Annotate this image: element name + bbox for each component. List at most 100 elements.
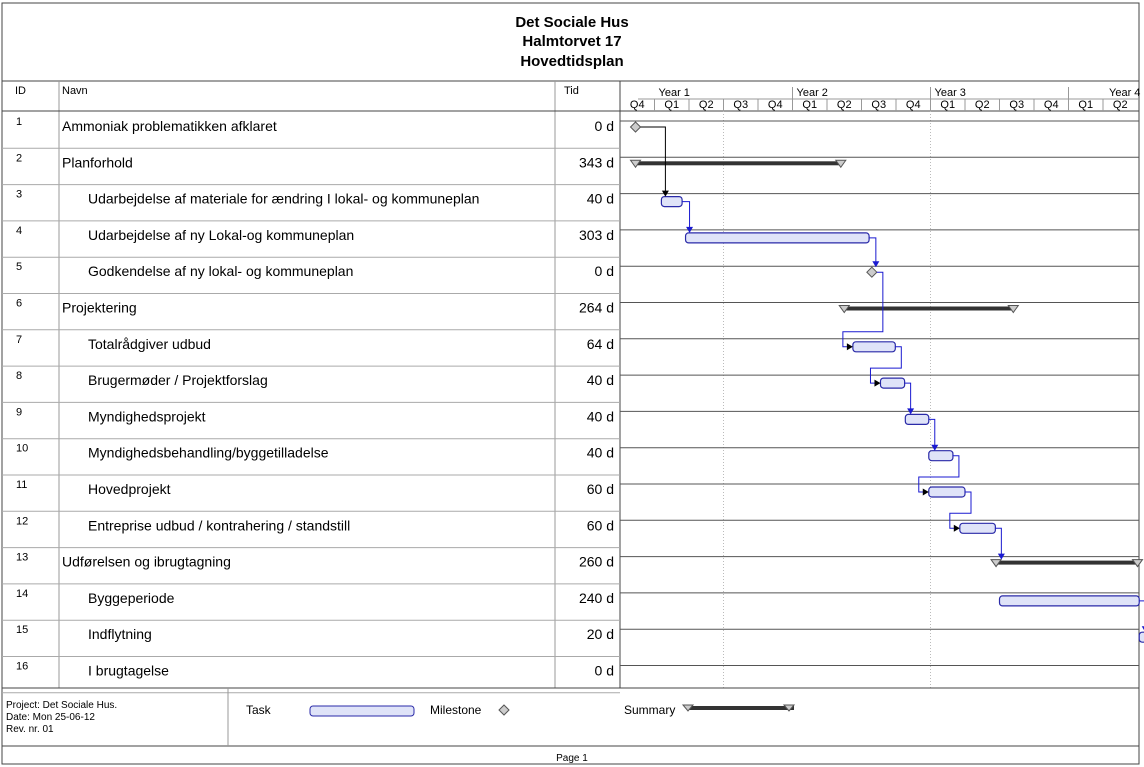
quarter-label: Q2 xyxy=(975,99,990,111)
quarter-label: Q3 xyxy=(733,99,748,111)
link-arrowhead xyxy=(846,343,853,351)
task-id: 1 xyxy=(16,116,22,128)
column-header-name: Navn xyxy=(62,85,88,97)
quarter-label: Q4 xyxy=(768,99,783,111)
summary-cap xyxy=(1007,305,1020,314)
task-id: 5 xyxy=(16,261,22,273)
link-arrowhead xyxy=(1141,626,1144,631)
page-number: Page 1 xyxy=(556,753,588,764)
quarter-label: Q1 xyxy=(664,99,679,111)
task-duration: 60 d xyxy=(587,517,614,533)
quarter-label: Q4 xyxy=(906,99,921,111)
task-duration: 240 d xyxy=(579,590,614,606)
task-bar xyxy=(998,595,1140,607)
quarter-label: Q1 xyxy=(940,99,955,111)
task-bar xyxy=(852,341,896,353)
footer-revision: Rev. nr. 01 xyxy=(6,724,54,735)
task-id: 13 xyxy=(16,552,28,564)
task-id: 3 xyxy=(16,189,22,201)
legend-summary-cap-right xyxy=(782,704,796,712)
milestone-diamond xyxy=(866,266,878,278)
link-arrowhead xyxy=(661,190,669,197)
task-name: Udarbejdelse af ny Lokal-og kommuneplan xyxy=(88,227,354,243)
task-duration: 0 d xyxy=(595,118,614,134)
task-id: 2 xyxy=(16,152,22,164)
legend-summary-cap-left xyxy=(681,704,695,712)
summary-bar xyxy=(635,161,841,166)
task-table: 1 Ammoniak problematikken afklaret 0 d 2 Pla… xyxy=(2,116,1139,694)
task-name: Myndighedsprojekt xyxy=(88,408,206,424)
legend-milestone-label: Milestone xyxy=(430,703,482,717)
task-id: 16 xyxy=(16,661,28,673)
summary-bar xyxy=(996,560,1138,565)
timescale: Year 1 Year 2 Year 3 Year 4 Q4 Q1 Q2 Q3 Q4 Q1 Q2 Q3… xyxy=(630,87,1140,688)
task-duration: 303 d xyxy=(579,227,614,243)
link-arrowhead xyxy=(997,553,1005,560)
title-line-3: Hovedtidsplan xyxy=(520,53,623,70)
milestone-diamond xyxy=(629,121,642,133)
title-line-1: Det Sociale Hus xyxy=(515,14,628,31)
task-id: 12 xyxy=(16,515,28,527)
dependency-links xyxy=(640,126,1144,631)
quarter-label: Q3 xyxy=(871,99,886,111)
task-bar xyxy=(684,232,870,244)
year-label: Year 3 xyxy=(935,87,966,99)
task-bar xyxy=(660,196,683,208)
link-path xyxy=(842,271,884,348)
task-id: 14 xyxy=(16,588,28,600)
link-path xyxy=(904,382,912,414)
task-name: Udarbejdelse af materiale for ændring I … xyxy=(88,191,479,207)
task-duration: 40 d xyxy=(587,408,614,424)
task-duration: 0 d xyxy=(595,663,614,679)
legend-summary-bar xyxy=(688,706,794,710)
task-duration: 40 d xyxy=(587,445,614,461)
task-name: Indflytning xyxy=(88,626,152,642)
task-name: Entreprise udbud / kontrahering / stands… xyxy=(88,517,350,533)
quarter-label: Q1 xyxy=(802,99,817,111)
quarter-label: Q4 xyxy=(1044,99,1059,111)
year-label: Year 4 xyxy=(1109,87,1140,99)
link-arrowhead xyxy=(922,488,929,496)
task-bar xyxy=(959,522,996,534)
task-name: Brugermøder / Projektforslag xyxy=(88,372,268,388)
quarter-label: Q4 xyxy=(630,99,645,111)
legend-task-swatch xyxy=(309,705,415,717)
summary-cap xyxy=(1131,559,1144,568)
quarter-label: Q2 xyxy=(699,99,714,111)
task-duration: 20 d xyxy=(587,626,614,642)
task-id: 15 xyxy=(16,624,28,636)
task-duration: 260 d xyxy=(579,554,614,570)
summary-bar xyxy=(844,306,1014,311)
task-name: Hovedprojekt xyxy=(88,481,171,497)
legend-task-label: Task xyxy=(246,703,272,717)
task-bar xyxy=(879,377,906,389)
column-header-duration: Tid xyxy=(564,85,579,97)
summary-cap xyxy=(629,159,642,169)
year-label: Year 2 xyxy=(797,87,828,99)
column-header-id: ID xyxy=(15,85,26,97)
summary-cap xyxy=(990,559,1003,568)
summary-cap xyxy=(838,305,851,314)
task-id: 6 xyxy=(16,298,22,310)
task-id: 11 xyxy=(16,479,27,491)
task-id: 9 xyxy=(16,406,22,418)
quarter-label: Q3 xyxy=(1009,99,1024,111)
task-name: Ammoniak problematikken afklaret xyxy=(62,118,277,134)
task-id: 8 xyxy=(16,370,22,382)
task-id: 4 xyxy=(16,225,22,237)
link-path xyxy=(682,201,691,232)
task-bar xyxy=(1138,631,1144,643)
task-id: 7 xyxy=(16,334,22,346)
task-bar xyxy=(904,413,930,425)
link-path xyxy=(995,527,1002,559)
task-duration: 64 d xyxy=(587,336,614,352)
task-bar xyxy=(928,450,954,462)
task-name: Godkendelse af ny lokal- og kommuneplan xyxy=(88,263,353,279)
task-duration: 40 d xyxy=(587,191,614,207)
task-name: Udførelsen og ibrugtagning xyxy=(62,554,231,570)
task-bar xyxy=(928,486,966,498)
quarter-label: Q2 xyxy=(837,99,852,111)
task-name: I brugtagelse xyxy=(88,663,169,679)
